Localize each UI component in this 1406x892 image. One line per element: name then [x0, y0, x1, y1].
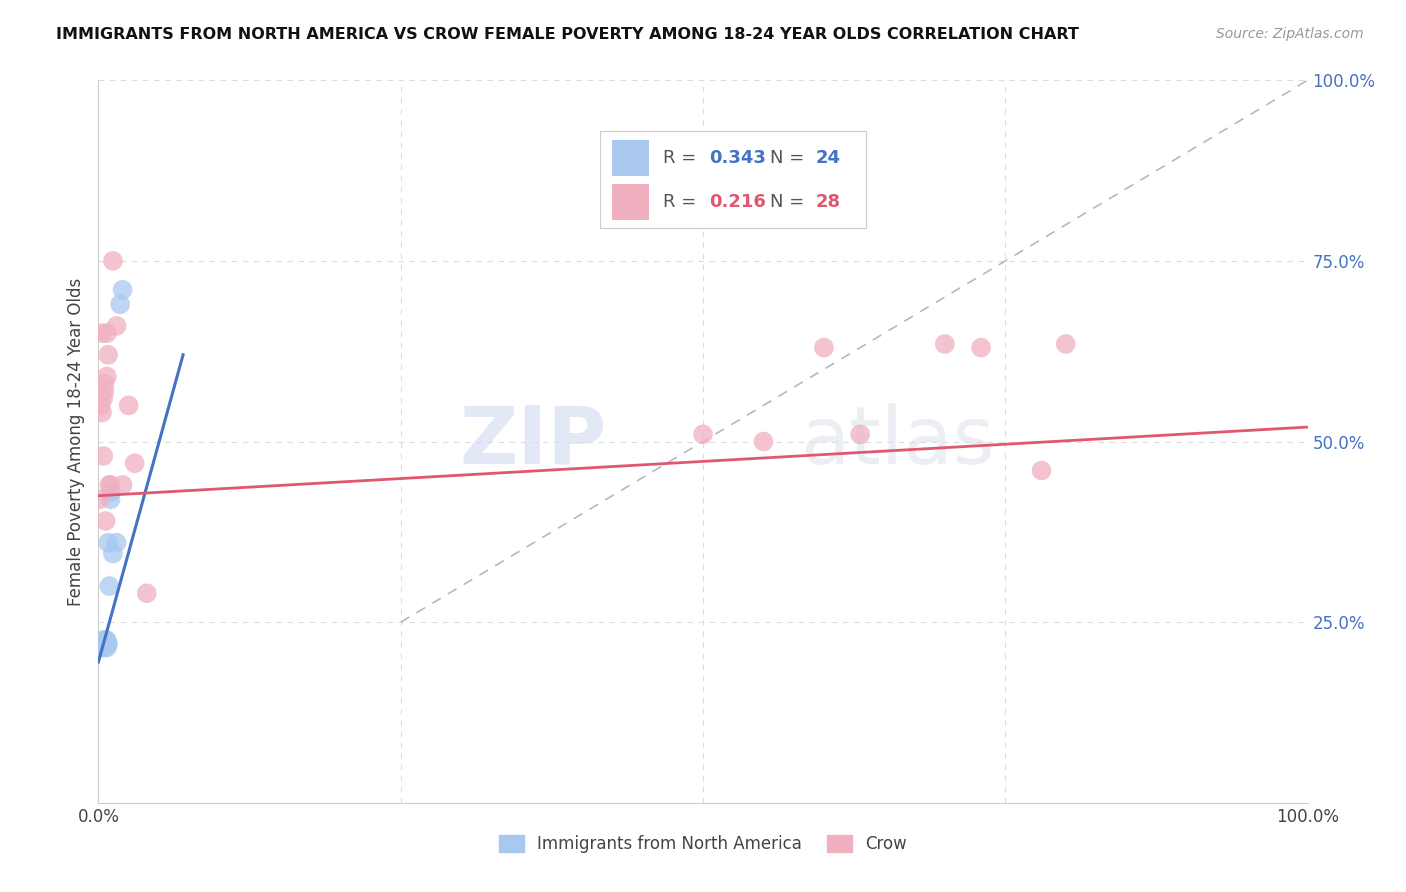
- Bar: [613, 184, 648, 219]
- Point: [752, 434, 775, 449]
- Point: [96, 326, 118, 340]
- Point: [89, 492, 111, 507]
- Point: [111, 478, 134, 492]
- Point: [91, 326, 114, 340]
- Point: [100, 485, 122, 500]
- Point: [813, 341, 835, 355]
- Point: [94, 514, 117, 528]
- Point: [98, 579, 121, 593]
- Point: [105, 318, 128, 333]
- FancyBboxPatch shape: [600, 131, 866, 228]
- Point: [91, 449, 114, 463]
- Point: [96, 637, 118, 651]
- Point: [934, 337, 956, 351]
- Text: ZIP: ZIP: [458, 402, 606, 481]
- Text: 28: 28: [815, 193, 841, 211]
- Point: [90, 637, 112, 651]
- Legend: Immigrants from North America, Crow: Immigrants from North America, Crow: [492, 828, 914, 860]
- Point: [91, 637, 114, 651]
- Text: R =: R =: [664, 149, 702, 168]
- Point: [124, 456, 146, 470]
- Point: [118, 398, 141, 412]
- Point: [91, 406, 114, 420]
- Point: [108, 297, 131, 311]
- Text: IMMIGRANTS FROM NORTH AMERICA VS CROW FEMALE POVERTY AMONG 18-24 YEAR OLDS CORRE: IMMIGRANTS FROM NORTH AMERICA VS CROW FE…: [56, 27, 1080, 42]
- Point: [849, 427, 872, 442]
- Point: [970, 341, 993, 355]
- Y-axis label: Female Poverty Among 18-24 Year Olds: Female Poverty Among 18-24 Year Olds: [66, 277, 84, 606]
- Point: [97, 637, 120, 651]
- Point: [91, 391, 114, 405]
- Point: [93, 640, 115, 655]
- Text: N =: N =: [769, 149, 810, 168]
- Point: [98, 478, 121, 492]
- Point: [91, 633, 114, 648]
- Text: 24: 24: [815, 149, 841, 168]
- Point: [91, 640, 114, 655]
- Point: [96, 640, 118, 655]
- Point: [100, 492, 122, 507]
- Text: R =: R =: [664, 193, 702, 211]
- Point: [111, 283, 134, 297]
- Text: Source: ZipAtlas.com: Source: ZipAtlas.com: [1216, 27, 1364, 41]
- Point: [100, 478, 122, 492]
- Text: 0.343: 0.343: [709, 149, 766, 168]
- Point: [692, 427, 714, 442]
- Bar: [613, 140, 648, 177]
- Point: [101, 547, 124, 561]
- Point: [96, 369, 118, 384]
- Point: [93, 384, 115, 398]
- Point: [89, 640, 111, 655]
- Point: [93, 637, 115, 651]
- Text: 0.216: 0.216: [709, 193, 766, 211]
- Point: [94, 637, 117, 651]
- Point: [1054, 337, 1077, 351]
- Point: [91, 637, 114, 651]
- Point: [93, 633, 115, 648]
- Point: [90, 398, 112, 412]
- Point: [90, 640, 112, 655]
- Point: [135, 586, 157, 600]
- Point: [97, 348, 120, 362]
- Point: [96, 633, 118, 648]
- Point: [97, 535, 120, 549]
- Text: atlas: atlas: [800, 402, 994, 481]
- Text: N =: N =: [769, 193, 810, 211]
- Point: [105, 535, 128, 549]
- Point: [93, 376, 115, 391]
- Point: [94, 633, 117, 648]
- Point: [101, 253, 124, 268]
- Point: [1031, 463, 1053, 477]
